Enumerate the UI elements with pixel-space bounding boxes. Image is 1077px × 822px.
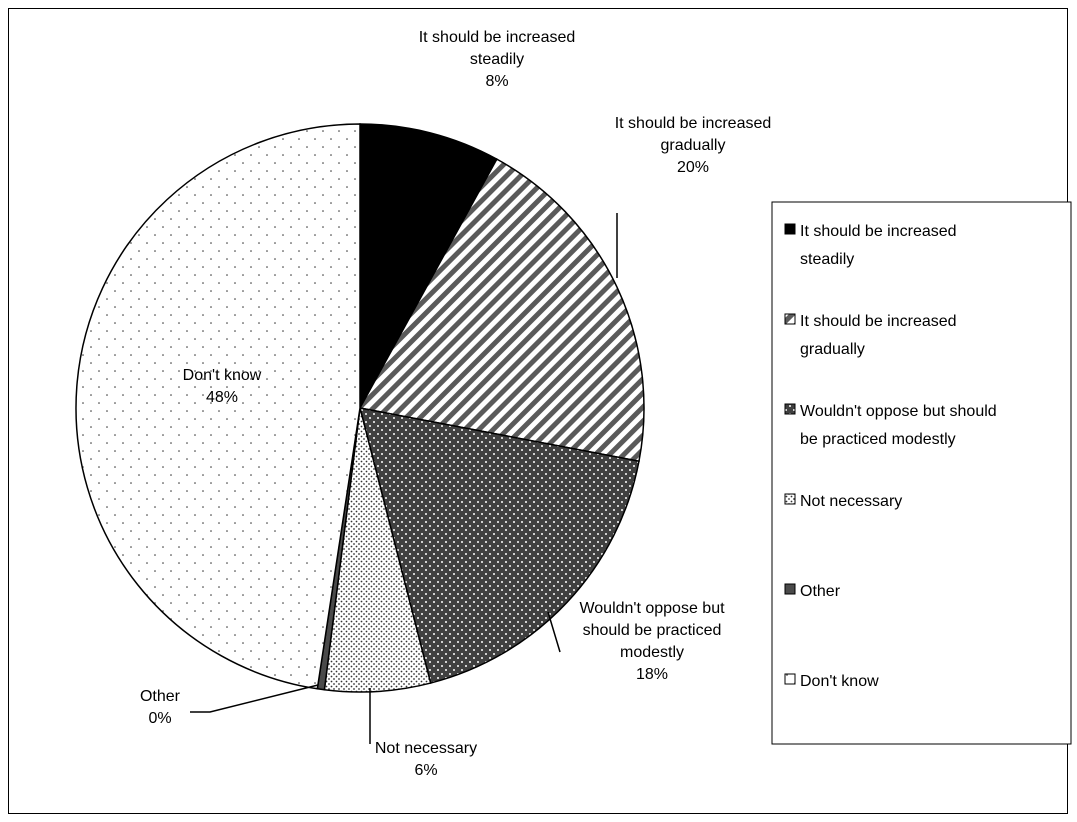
pie-slice-wouldn-t-oppose-but-should-be-practiced-modestly [358, 407, 640, 684]
legend-swatch-other [784, 583, 796, 595]
legend: It should be increased steadily It should … [771, 201, 1072, 745]
legend-label-other: Other [800, 583, 841, 600]
legend-label-it-should-be-increased-gradually: It should be increased gradually [800, 313, 957, 358]
data-label-it-should-be-increased-gradually: It should be increased gradually 20% [615, 115, 772, 176]
slice-labels: It should be increased steadily 8% It shoul… [140, 29, 771, 779]
legend-swatch-it-should-be-increased-steadily [784, 223, 796, 235]
pie-slice-it-should-be-increased-steadily [359, 123, 498, 409]
data-label-not-necessary: Not necessary 6% [375, 740, 477, 779]
legend-swatch-don-t-know [784, 673, 796, 685]
legend-label-not-necessary: Not necessary [800, 493, 902, 510]
legend-label-don-t-know: Don't know [800, 673, 879, 690]
legend-label-it-should-be-increased-steadily: It should be increased steadily [800, 223, 957, 268]
leader-line-wouldn-t-oppose-but-should-be-practiced-modestly [547, 611, 561, 653]
leader-line-other [190, 684, 319, 713]
pie-slices [75, 123, 645, 693]
legend-swatch-not-necessary [784, 493, 796, 505]
data-label-other: Other 0% [140, 688, 181, 727]
legend-swatch-it-should-be-increased-gradually [784, 313, 796, 325]
data-label-wouldn-t-oppose-but-should-be-practiced-modestly: Wouldn't oppose but should be practiced mo… [579, 600, 725, 683]
data-label-it-should-be-increased-steadily: It should be increased steadily 8% [419, 29, 576, 90]
pie-slice-it-should-be-increased-gradually [358, 158, 645, 463]
pie-slice-don-t-know [75, 123, 361, 690]
data-label-don-t-know: Don't know 48% [183, 367, 262, 406]
leader-lines [190, 213, 618, 744]
legend-label-wouldn-t-oppose-but-should-be-practiced-modestly: Wouldn't oppose but should be practiced m… [800, 403, 997, 448]
legend-swatch-wouldn-t-oppose-but-should-be-practiced-modestly [784, 403, 796, 415]
